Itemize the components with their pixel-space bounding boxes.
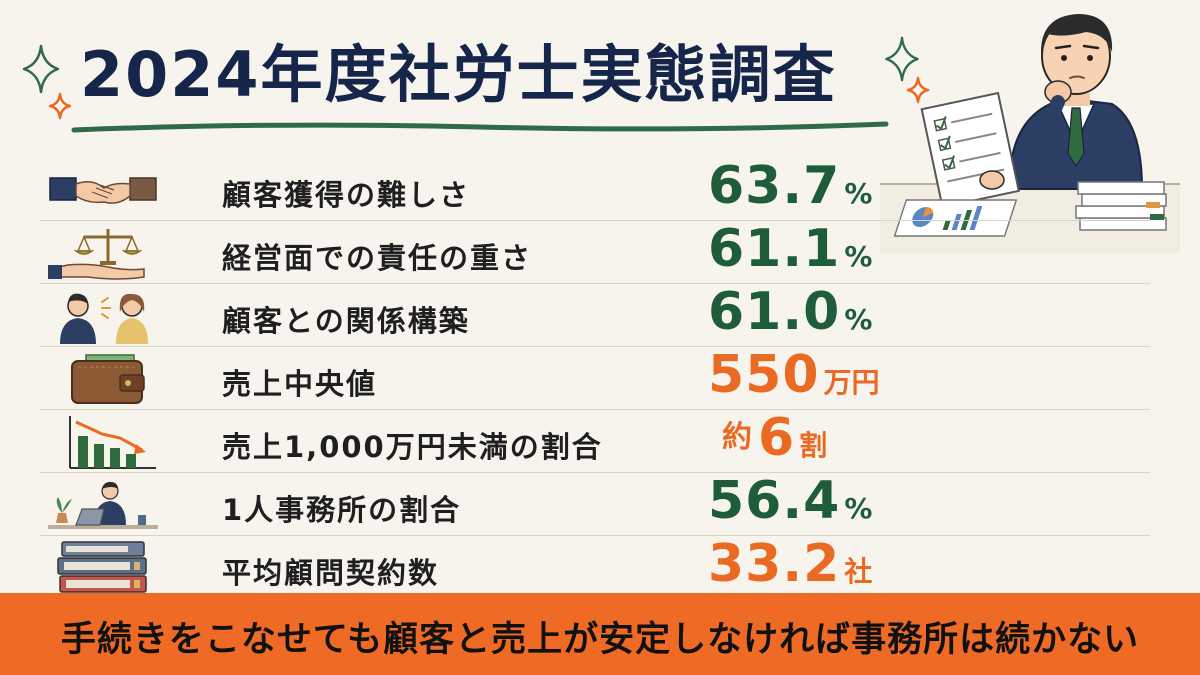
row-value: 33.2 社 <box>708 538 872 590</box>
row-value: 550 万円 <box>708 349 880 401</box>
value-unit: % <box>844 492 873 525</box>
row-value: 61.0% <box>708 286 872 338</box>
row-label: 1人事務所の割合 <box>222 493 462 527</box>
value-unit: 万円 <box>823 366 880 399</box>
list-item: 顧客獲得の難しさ 63.7% <box>40 158 1150 221</box>
value-unit: % <box>844 240 873 273</box>
value-unit: % <box>844 303 873 336</box>
list-item: 顧客との関係構築 61.0% <box>40 284 1150 347</box>
row-label: 経営面での責任の重さ <box>222 241 533 275</box>
value-number: 550 <box>708 345 820 405</box>
page-title: 2024年度社労士実態調査 <box>80 38 837 111</box>
list-item: 売上中央値 550 万円 <box>40 347 1150 410</box>
row-label: 顧客との関係構築 <box>222 304 470 338</box>
title-underline <box>71 121 889 133</box>
value-number: 56.4 <box>708 471 841 531</box>
value-unit: 割 <box>799 429 828 462</box>
value-prefix: 約 <box>722 420 752 455</box>
row-value: 56.4% <box>708 475 872 527</box>
row-label: 売上1,000万円未満の割合 <box>222 430 603 464</box>
footer-banner: 手続きをこなせても顧客と売上が安定しなければ事務所は続かない <box>0 593 1200 675</box>
value-number: 63.7 <box>708 156 841 216</box>
solo-office-icon <box>48 481 158 529</box>
value-number: 33.2 <box>708 534 841 594</box>
declining-chart-icon <box>69 416 156 469</box>
sparkle-icon <box>22 44 60 94</box>
wallet-icon <box>71 354 145 404</box>
conversation-icon <box>60 293 148 344</box>
value-number: 61.1 <box>708 219 841 279</box>
value-unit: % <box>844 177 873 210</box>
survey-results-list: 顧客獲得の難しさ 63.7% 経営面での責任の重さ 61.1% <box>40 158 1150 598</box>
binders-icon <box>57 541 147 593</box>
footer-message: 手続きをこなせても顧客と売上が安定しなければ事務所は続かない <box>60 620 1140 660</box>
value-number: 6 <box>758 408 796 468</box>
sparkle-icon <box>906 76 930 104</box>
list-item: 1人事務所の割合 56.4% <box>40 473 1150 536</box>
value-unit: 社 <box>844 555 873 588</box>
value-number: 61.0 <box>708 282 841 342</box>
businessman-illustration <box>880 14 1180 254</box>
row-label: 顧客獲得の難しさ <box>222 178 471 212</box>
list-item: 経営面での責任の重さ 61.1% <box>40 221 1150 284</box>
row-label: 平均顧問契約数 <box>222 556 440 590</box>
list-item: 平均顧問契約数 33.2 社 <box>40 536 1150 598</box>
sparkle-icon <box>885 36 919 82</box>
row-label: 売上中央値 <box>222 367 378 401</box>
row-value: 63.7% <box>708 160 872 212</box>
handshake-icon <box>49 177 157 204</box>
sparkle-icon <box>48 92 72 120</box>
row-value: 61.1% <box>708 223 872 275</box>
scales-icon <box>48 229 145 280</box>
